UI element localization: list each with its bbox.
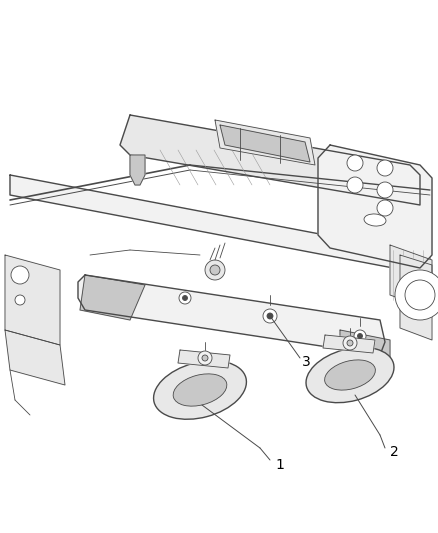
Polygon shape — [5, 255, 60, 345]
Circle shape — [347, 177, 363, 193]
Circle shape — [198, 351, 212, 365]
Circle shape — [377, 182, 393, 198]
Circle shape — [377, 200, 393, 216]
Polygon shape — [78, 275, 385, 355]
Circle shape — [354, 330, 366, 342]
Circle shape — [263, 309, 277, 323]
Circle shape — [202, 355, 208, 361]
Polygon shape — [215, 120, 315, 165]
Circle shape — [11, 266, 29, 284]
Polygon shape — [220, 125, 310, 162]
Text: 2: 2 — [390, 445, 399, 459]
Polygon shape — [5, 330, 65, 385]
Circle shape — [267, 313, 273, 319]
Circle shape — [179, 292, 191, 304]
Polygon shape — [340, 330, 390, 358]
Polygon shape — [80, 275, 145, 320]
Circle shape — [15, 295, 25, 305]
Circle shape — [395, 270, 438, 320]
Circle shape — [343, 336, 357, 350]
Text: 3: 3 — [302, 355, 311, 369]
Polygon shape — [178, 350, 230, 368]
Circle shape — [377, 160, 393, 176]
Ellipse shape — [325, 360, 375, 390]
Ellipse shape — [306, 348, 394, 403]
Polygon shape — [120, 115, 420, 205]
Polygon shape — [10, 175, 430, 275]
Ellipse shape — [154, 361, 247, 419]
Ellipse shape — [364, 214, 386, 226]
Polygon shape — [318, 145, 432, 268]
Polygon shape — [130, 155, 145, 185]
Circle shape — [347, 340, 353, 346]
Ellipse shape — [173, 374, 227, 406]
Circle shape — [183, 295, 187, 301]
Circle shape — [205, 260, 225, 280]
Polygon shape — [400, 255, 432, 340]
Polygon shape — [390, 245, 432, 310]
Circle shape — [405, 280, 435, 310]
Polygon shape — [323, 335, 375, 353]
Circle shape — [210, 265, 220, 275]
Circle shape — [357, 334, 363, 338]
Circle shape — [347, 155, 363, 171]
Text: 1: 1 — [275, 458, 284, 472]
